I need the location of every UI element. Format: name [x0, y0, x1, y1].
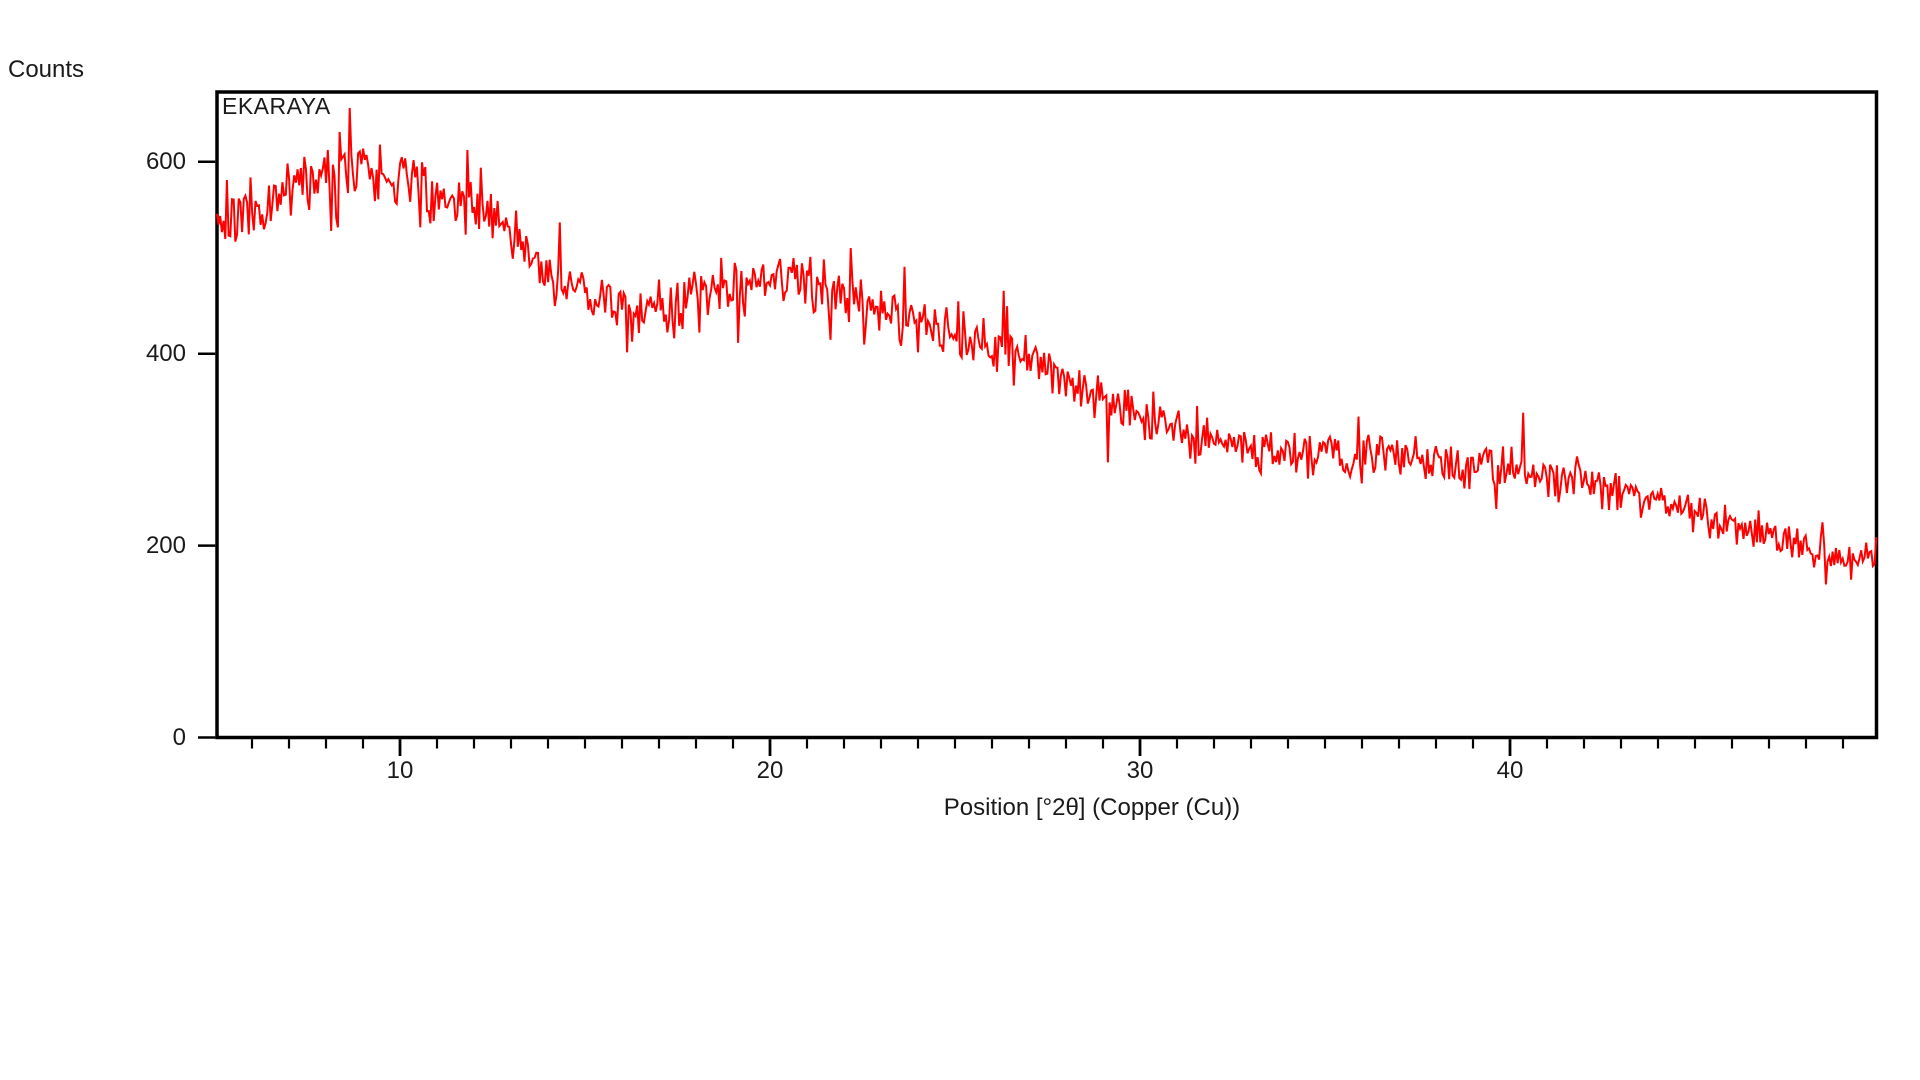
x-tick-label: 20: [756, 757, 784, 784]
y-tick-label: 600: [145, 147, 186, 175]
diffractogram-trace: [215, 107, 1878, 585]
x-axis-title: Position [°2θ] (Copper (Cu)): [943, 794, 1241, 821]
x-tick-label: 10: [386, 757, 414, 784]
y-tick-label: 400: [145, 339, 186, 367]
plot-border: [215, 90, 1879, 740]
x-tick-label: 30: [1126, 757, 1154, 784]
x-tick-label: 40: [1496, 757, 1524, 784]
y-axis-title: Counts: [8, 56, 85, 83]
scan-name-label: EKARAYA: [222, 93, 331, 119]
y-tick-label: 200: [145, 531, 186, 559]
y-tick-label: 0: [172, 723, 186, 751]
